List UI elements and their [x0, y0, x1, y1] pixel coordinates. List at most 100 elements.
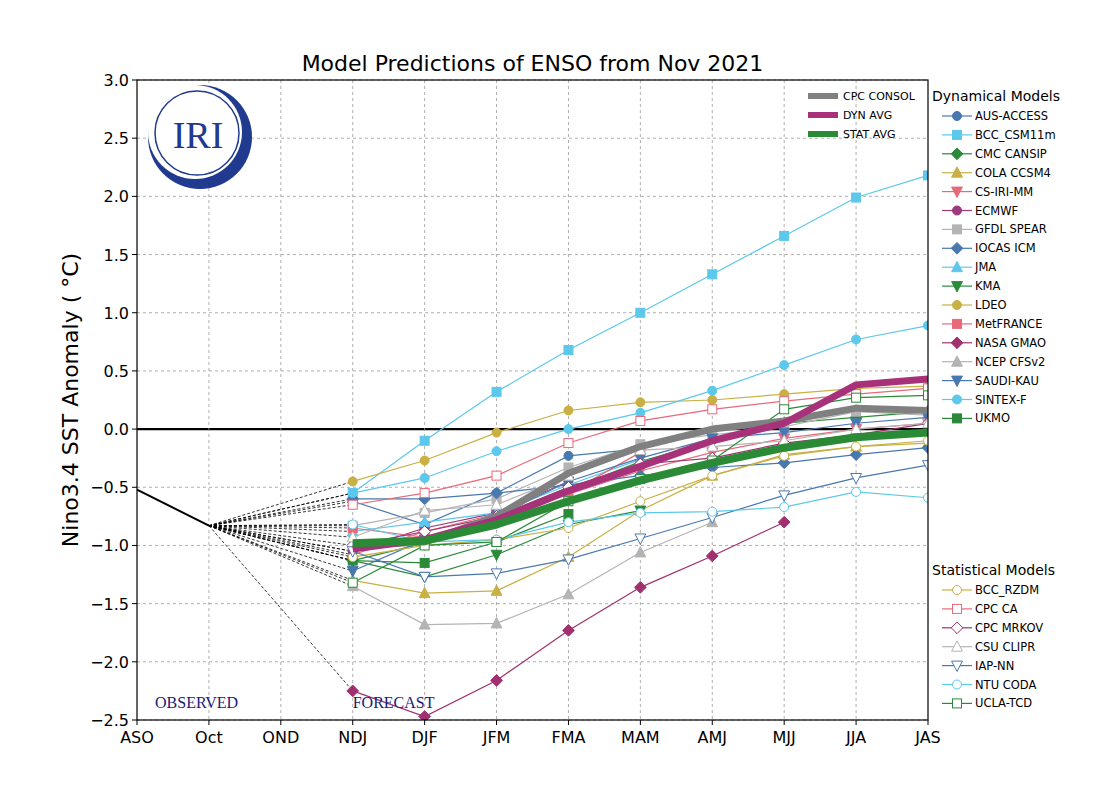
legend-marker: [952, 661, 963, 671]
legend-label: KMA: [975, 279, 1000, 293]
legend-marker: [952, 167, 963, 177]
marker: [778, 516, 790, 528]
legend-marker: [952, 641, 963, 651]
legend-swatch: [808, 93, 838, 99]
model-series: [348, 391, 928, 587]
x-tick-label: MAM: [621, 728, 660, 747]
marker: [420, 473, 429, 482]
x-tick: [568, 720, 569, 725]
x-tick-label: JJA: [845, 728, 866, 747]
marker: [852, 335, 861, 344]
marker: [419, 572, 430, 582]
legend-label: JMA: [974, 260, 996, 274]
marker: [563, 588, 574, 598]
marker: [924, 171, 929, 180]
legend-marker: [953, 301, 962, 310]
marker: [348, 489, 357, 498]
legend-label: SAUDI-KAU: [975, 374, 1039, 388]
x-tick: [496, 720, 497, 725]
legend-marker: [953, 319, 962, 328]
marker: [491, 569, 502, 579]
marker: [708, 405, 717, 414]
legend-label: GFDL SPEAR: [975, 222, 1047, 236]
marker: [564, 425, 573, 434]
marker: [492, 537, 501, 546]
legend-label: BCC_RZDM: [975, 583, 1039, 597]
y-tick: [132, 661, 137, 662]
marker: [852, 193, 861, 202]
x-tick-label: ASO: [120, 728, 154, 747]
legend-label: SINTEX-F: [975, 393, 1027, 407]
marker: [852, 487, 861, 496]
x-tick-label: JAS: [914, 728, 941, 747]
x-tick: [640, 720, 641, 725]
x-tick-label: NDJ: [338, 728, 367, 747]
marker: [852, 393, 861, 402]
marker: [780, 451, 789, 460]
legend-label: IOCAS ICM: [975, 241, 1036, 255]
y-tick-label: −1.0: [90, 536, 129, 555]
x-tick: [137, 720, 138, 725]
legend-label: NTU CODA: [975, 678, 1036, 692]
y-tick: [132, 254, 137, 255]
x-tick-label: MJJ: [773, 728, 796, 747]
marker: [420, 456, 429, 465]
title: Model Predictions of ENSO from Nov 2021: [302, 51, 764, 76]
legend-marker: [951, 622, 963, 634]
marker: [635, 506, 646, 516]
marker: [419, 619, 430, 629]
annotation: FORECAST: [353, 694, 435, 711]
connector: [209, 525, 353, 526]
x-tick: [856, 720, 857, 725]
connector: [209, 526, 353, 557]
y-tick-label: 2.0: [104, 187, 129, 206]
marker: [564, 406, 573, 415]
legend-marker: [953, 112, 962, 121]
marker: [419, 572, 430, 582]
logo-inner: [148, 85, 242, 179]
legend-label: DYN AVG: [843, 109, 892, 122]
legend-label: BCC_CSM11m: [975, 128, 1056, 142]
model-line: [353, 522, 784, 716]
model-series: [347, 413, 928, 577]
legend-group-title: Dynamical Models: [932, 88, 1060, 104]
marker: [924, 436, 929, 445]
marker: [708, 270, 717, 279]
marker: [923, 417, 928, 427]
marker: [419, 711, 431, 720]
y-tick: [132, 603, 137, 604]
connector: [209, 526, 353, 561]
legend-marker: [953, 206, 962, 215]
marker: [779, 434, 790, 444]
legend-label: UCLA-TCD: [975, 696, 1032, 710]
legend-label: CMC CANSIP: [975, 147, 1047, 161]
legend-marker: [952, 376, 963, 386]
legend-marker: [953, 586, 962, 595]
y-tick: [132, 545, 137, 546]
y-tick-label: 0.0: [104, 420, 129, 439]
legend-group-title: Statistical Models: [932, 562, 1055, 578]
marker: [564, 439, 573, 448]
marker: [491, 550, 502, 560]
legend: CPC CONSOLDYN AVGSTAT AVG: [808, 90, 916, 141]
legend-label: CPC CONSOL: [843, 90, 916, 103]
x-tick: [784, 720, 785, 725]
marker: [420, 436, 429, 445]
connector: [209, 481, 353, 525]
marker: [851, 423, 862, 433]
y-tick: [132, 487, 137, 488]
marker: [636, 308, 645, 317]
legend-label: CPC MRKOV: [975, 621, 1043, 635]
grid-line: [137, 138, 928, 139]
connector: [209, 526, 353, 581]
marker: [780, 503, 789, 512]
connector: [209, 526, 353, 552]
x-tick-label: JFM: [482, 728, 511, 747]
legend-marker: [952, 261, 963, 271]
y-tick: [132, 312, 137, 313]
marker: [708, 386, 717, 395]
legend-marker: [951, 242, 963, 254]
y-tick: [132, 429, 137, 430]
chart: −2.5−2.0−1.5−1.0−0.50.00.51.01.52.02.53.…: [0, 0, 1100, 800]
marker: [780, 405, 789, 414]
